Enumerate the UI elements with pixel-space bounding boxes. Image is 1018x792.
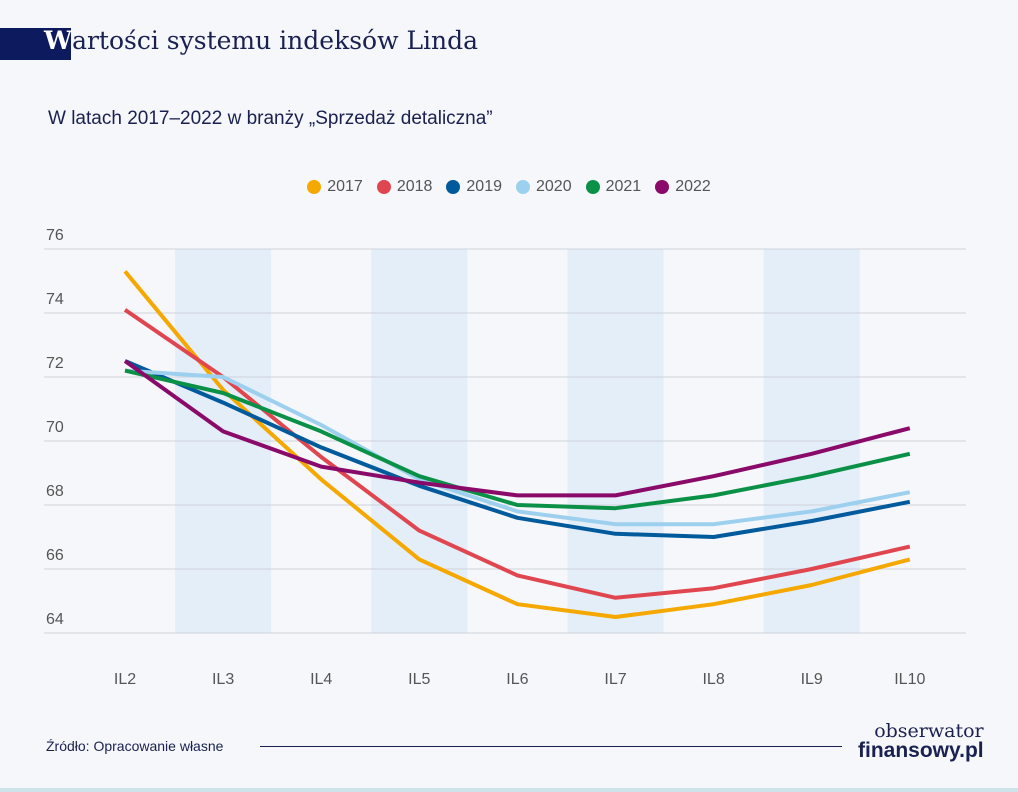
series-line-2020 bbox=[124, 368, 911, 527]
x-tick-label: IL6 bbox=[506, 671, 528, 688]
y-tick-label: 72 bbox=[46, 355, 64, 372]
chart-title: Wartości systemu indeksów Linda bbox=[44, 26, 478, 55]
x-tick-label: IL4 bbox=[310, 671, 332, 688]
series-line-2022 bbox=[123, 359, 911, 498]
legend-dot-icon bbox=[516, 180, 530, 194]
legend-dot-icon bbox=[307, 180, 322, 194]
chart-subtitle: W latach 2017–2022 w branży „Sprzedaż de… bbox=[48, 108, 493, 129]
legend-item-2022: 2022 bbox=[655, 178, 711, 196]
legend-label: 2017 bbox=[327, 178, 363, 195]
y-tick-label: 66 bbox=[46, 547, 64, 564]
series-line-2021 bbox=[124, 368, 911, 511]
logo: obserwator finansowy.pl bbox=[858, 720, 984, 762]
title-accent-bar bbox=[0, 28, 71, 60]
legend-label: 2022 bbox=[675, 178, 711, 195]
legend-item-2017: 2017 bbox=[307, 178, 363, 196]
legend-item-2018: 2018 bbox=[376, 178, 433, 196]
legend-item-2019: 2019 bbox=[446, 178, 502, 196]
legend-dot-icon bbox=[446, 180, 461, 194]
legend-dot-icon bbox=[585, 180, 600, 194]
x-tick-label: IL10 bbox=[894, 671, 925, 688]
legend-label: 2020 bbox=[536, 178, 572, 195]
y-tick-label: 74 bbox=[46, 291, 64, 308]
y-tick-label: 64 bbox=[46, 611, 64, 628]
x-tick-label: IL2 bbox=[114, 671, 136, 688]
legend-item-2020: 2020 bbox=[516, 178, 572, 196]
legend-label: 2018 bbox=[396, 178, 433, 195]
y-tick-label: 76 bbox=[46, 227, 64, 244]
legend-dot-icon bbox=[376, 180, 391, 194]
x-tick-label: IL9 bbox=[801, 671, 823, 688]
y-tick-label: 68 bbox=[46, 483, 64, 500]
legend: 2017 2018 2019 2020 2021 2022 bbox=[0, 178, 1018, 196]
legend-label: 2019 bbox=[466, 178, 502, 195]
x-tick-label: IL7 bbox=[604, 671, 626, 688]
logo-line2: finansowy.pl bbox=[858, 739, 984, 762]
title-rest: artości systemu indeksów Linda bbox=[72, 26, 479, 55]
x-tick-label: IL8 bbox=[702, 671, 724, 688]
series-line-2019 bbox=[124, 359, 911, 539]
source-note: Źródło: Opracowanie własne bbox=[46, 738, 224, 754]
x-tick-label: IL5 bbox=[408, 671, 430, 688]
legend-dot-icon bbox=[655, 180, 670, 194]
logo-line1: obserwator bbox=[874, 720, 984, 742]
legend-label: 2021 bbox=[605, 178, 642, 195]
footer-divider bbox=[260, 746, 842, 747]
bottom-border bbox=[0, 788, 1018, 792]
legend-item-2021: 2021 bbox=[585, 178, 642, 196]
x-tick-label: IL3 bbox=[212, 671, 234, 688]
title-initial: W bbox=[44, 26, 73, 55]
y-tick-label: 70 bbox=[46, 419, 64, 436]
